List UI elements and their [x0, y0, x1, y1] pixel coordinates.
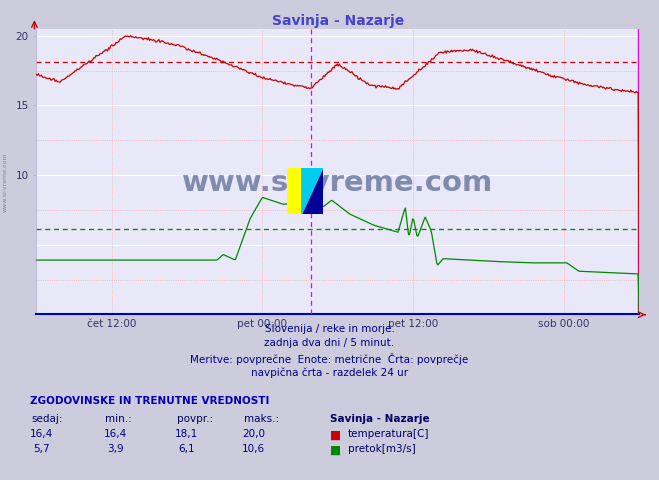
- Text: min.:: min.:: [105, 414, 132, 424]
- Text: www.si-vreme.com: www.si-vreme.com: [3, 153, 8, 212]
- Polygon shape: [302, 168, 323, 214]
- Text: www.si-vreme.com: www.si-vreme.com: [182, 169, 494, 197]
- Text: 3,9: 3,9: [107, 444, 124, 454]
- Text: 16,4: 16,4: [103, 429, 127, 439]
- Text: ZGODOVINSKE IN TRENUTNE VREDNOSTI: ZGODOVINSKE IN TRENUTNE VREDNOSTI: [30, 396, 269, 406]
- Text: Slovenija / reke in morje.: Slovenija / reke in morje.: [264, 324, 395, 334]
- Text: 16,4: 16,4: [30, 429, 53, 439]
- Text: povpr.:: povpr.:: [177, 414, 213, 424]
- Text: 5,7: 5,7: [33, 444, 50, 454]
- Text: 20,0: 20,0: [243, 429, 265, 439]
- Text: maks.:: maks.:: [244, 414, 279, 424]
- Text: ■: ■: [330, 429, 341, 442]
- Text: sedaj:: sedaj:: [32, 414, 63, 424]
- Text: 6,1: 6,1: [178, 444, 195, 454]
- Text: Savinja - Nazarje: Savinja - Nazarje: [330, 414, 429, 424]
- Title: Savinja - Nazarje: Savinja - Nazarje: [272, 13, 404, 28]
- Text: ■: ■: [330, 444, 341, 457]
- Text: Meritve: povprečne  Enote: metrične  Črta: povprečje: Meritve: povprečne Enote: metrične Črta:…: [190, 353, 469, 365]
- Text: 18,1: 18,1: [175, 429, 198, 439]
- Text: zadnja dva dni / 5 minut.: zadnja dva dni / 5 minut.: [264, 338, 395, 348]
- Text: pretok[m3/s]: pretok[m3/s]: [348, 444, 416, 454]
- Text: temperatura[C]: temperatura[C]: [348, 429, 430, 439]
- Text: navpična črta - razdelek 24 ur: navpična črta - razdelek 24 ur: [251, 367, 408, 378]
- Text: 10,6: 10,6: [242, 444, 266, 454]
- Polygon shape: [302, 168, 323, 214]
